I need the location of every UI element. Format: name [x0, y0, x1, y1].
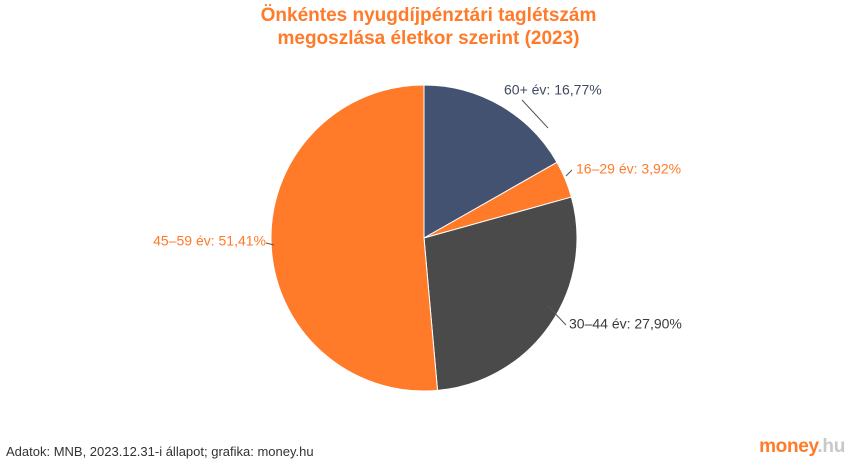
source-note: Adatok: MNB, 2023.12.31-i állapot; grafi…: [6, 444, 314, 459]
pie-slice-45-59: [270, 84, 439, 392]
chart-title-line-2: megoszlása életkor szerint (2023): [277, 28, 580, 49]
chart-title: Önkéntes nyugdíjpénztári taglétszám mego…: [0, 4, 857, 50]
leader-line-60plus: [521, 99, 549, 129]
data-label-16-29: 16–29 év: 3,92%: [576, 161, 681, 177]
money-hu-logo: money.hu: [759, 436, 845, 458]
leader-line-45-59: [265, 242, 275, 246]
pie-slice-60plus: [423, 84, 558, 239]
data-label-45-59: 45–59 év: 51,41%: [153, 233, 266, 249]
data-label-30-44: 30–44 év: 27,90%: [569, 316, 682, 332]
leader-line-16-29: [565, 169, 573, 177]
chart-title-line-1: Önkéntes nyugdíjpénztári taglétszám: [260, 5, 597, 26]
logo-suffix-text: .hu: [817, 436, 845, 457]
logo-main-text: money: [759, 436, 818, 457]
leader-line-30-44: [547, 305, 567, 326]
data-label-60plus: 60+ év: 16,77%: [504, 82, 602, 98]
pie-slice-30-44: [423, 196, 578, 391]
